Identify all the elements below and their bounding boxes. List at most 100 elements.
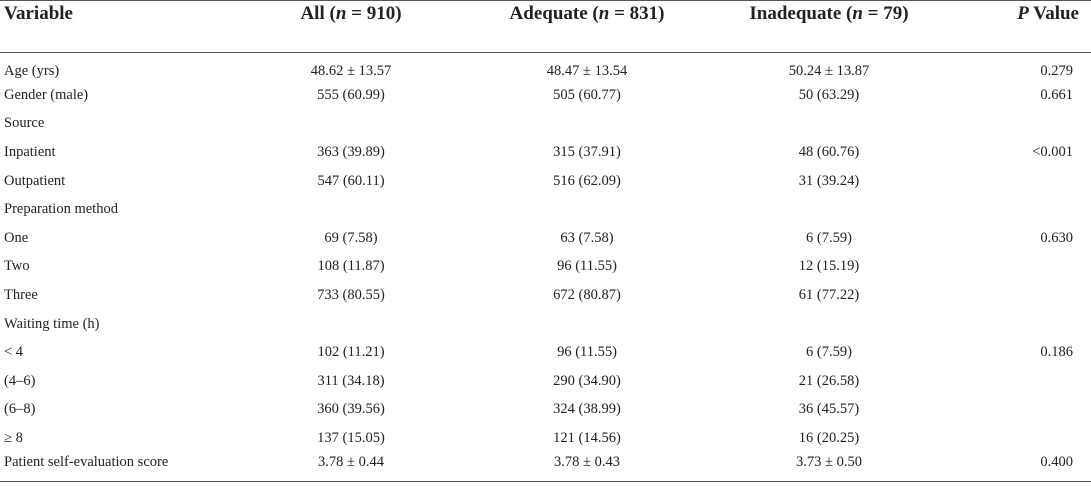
table-row: Age (yrs) 48.62 ± 13.57 48.47 ± 13.54 50.24… xyxy=(0,53,1091,82)
table-row: Waiting time (h) xyxy=(0,310,1091,339)
cell-all: 102 (11.21) xyxy=(317,344,385,361)
cell-p-value xyxy=(948,310,1091,339)
header-adequate: Adequate (n = 831) xyxy=(464,0,710,53)
header-pvalue-rest: Value xyxy=(1028,3,1079,24)
cell-all: 311 (34.18) xyxy=(317,372,385,389)
table-row: (4–6) 311 (34.18) 290 (34.90) 21 (26.58) xyxy=(0,367,1091,396)
cell-all: 108 (11.87) xyxy=(317,258,385,275)
cell-inadequate: 12 (15.19) xyxy=(798,258,860,275)
table-row: Gender (male) 555 (60.99) 505 (60.77) 50 (6… xyxy=(0,81,1091,110)
cell-p-value: 0.279 xyxy=(1040,63,1073,80)
cell-variable: < 4 xyxy=(4,344,24,361)
cell-p-value: 0.400 xyxy=(948,452,1091,482)
cell-p-value xyxy=(948,253,1091,282)
header-row: Variable All (n = 910) Adequate (n = 831… xyxy=(0,0,1091,53)
header-all: All (n = 910) xyxy=(238,0,464,53)
header-pvalue: P Value xyxy=(948,0,1091,53)
cell-inadequate xyxy=(710,110,948,139)
cell-adequate: 290 (34.90) xyxy=(553,372,621,389)
table-row: < 4 102 (11.21) 96 (11.55) 6 (7.59) 0.186 xyxy=(0,338,1091,367)
cell-inadequate: 50.24 ± 13.87 xyxy=(788,63,870,80)
cell-adequate: 324 (38.99) xyxy=(553,401,621,418)
cell-adequate xyxy=(464,310,710,339)
cell-variable: One xyxy=(4,229,29,246)
cell-variable: Age (yrs) xyxy=(4,63,60,80)
cell-inadequate: 21 (26.58) xyxy=(798,372,860,389)
table-body: Age (yrs) 48.62 ± 13.57 48.47 ± 13.54 50.24… xyxy=(0,53,1091,482)
header-all-rest: = 910) xyxy=(346,3,402,24)
cell-adequate: 672 (80.87) xyxy=(553,287,621,304)
cell-all: 48.62 ± 13.57 xyxy=(310,63,392,80)
cell-all xyxy=(238,110,464,139)
cell-all: 3.78 ± 0.44 xyxy=(238,452,464,482)
table-row: Outpatient 547 (60.11) 516 (62.09) 31 (39.2… xyxy=(0,167,1091,196)
header-inadequate-label: Inadequate ( xyxy=(749,3,853,24)
cell-variable: Gender (male) xyxy=(4,86,89,103)
table-row: Preparation method xyxy=(0,195,1091,224)
cell-inadequate: 3.73 ± 0.50 xyxy=(710,452,948,482)
cell-adequate xyxy=(464,195,710,224)
cell-variable: (4–6) xyxy=(4,372,36,389)
cell-adequate xyxy=(464,110,710,139)
cell-all: 733 (80.55) xyxy=(317,287,385,304)
cell-all xyxy=(238,310,464,339)
cell-p-value xyxy=(948,110,1091,139)
cell-variable: Two xyxy=(4,258,30,275)
cell-adequate: 3.78 ± 0.43 xyxy=(464,452,710,482)
header-variable: Variable xyxy=(0,0,238,53)
header-inadequate: Inadequate (n = 79) xyxy=(710,0,948,53)
cell-adequate: 315 (37.91) xyxy=(553,144,621,161)
cell-p-value xyxy=(948,281,1091,310)
cell-inadequate: 16 (20.25) xyxy=(798,430,860,447)
cell-inadequate xyxy=(710,195,948,224)
cell-adequate: 121 (14.56) xyxy=(553,430,621,447)
cell-adequate: 63 (7.58) xyxy=(560,229,614,246)
cell-all: 69 (7.58) xyxy=(324,229,378,246)
cell-inadequate: 48 (60.76) xyxy=(798,144,860,161)
cell-inadequate xyxy=(710,310,948,339)
cell-all: 363 (39.89) xyxy=(317,144,385,161)
table-row: One 69 (7.58) 63 (7.58) 6 (7.59) 0.630 xyxy=(0,224,1091,253)
header-adequate-label: Adequate ( xyxy=(509,3,599,24)
table-row: Two 108 (11.87) 96 (11.55) 12 (15.19) xyxy=(0,253,1091,282)
header-all-label: All ( xyxy=(300,3,336,24)
cell-variable: (6–8) xyxy=(4,401,36,418)
cell-adequate: 48.47 ± 13.54 xyxy=(546,63,628,80)
table-row: Three 733 (80.55) 672 (80.87) 61 (77.22) xyxy=(0,281,1091,310)
cell-all xyxy=(238,195,464,224)
cell-inadequate: 61 (77.22) xyxy=(798,287,860,304)
cell-variable: ≥ 8 xyxy=(4,430,23,447)
cell-all: 547 (60.11) xyxy=(317,172,385,189)
cell-p-value xyxy=(948,367,1091,396)
cell-variable: Source xyxy=(4,115,45,132)
header-inadequate-n: n xyxy=(852,3,863,24)
table-row: ≥ 8 137 (15.05) 121 (14.56) 16 (20.25) xyxy=(0,424,1091,453)
cell-all: 360 (39.56) xyxy=(317,401,385,418)
results-table: Variable All (n = 910) Adequate (n = 831… xyxy=(0,0,1091,482)
table-row: (6–8) 360 (39.56) 324 (38.99) 36 (45.57) xyxy=(0,396,1091,425)
cell-adequate: 516 (62.09) xyxy=(553,172,621,189)
cell-p-value: 0.186 xyxy=(1040,344,1073,361)
cell-p-value xyxy=(948,195,1091,224)
cell-inadequate: 31 (39.24) xyxy=(798,172,860,189)
cell-variable: Three xyxy=(4,287,38,304)
header-pvalue-p: P xyxy=(1017,3,1029,24)
cell-p-value xyxy=(948,396,1091,425)
cell-variable: Inpatient xyxy=(4,144,56,161)
cell-adequate: 96 (11.55) xyxy=(557,258,617,275)
cell-p-value xyxy=(948,167,1091,196)
cell-variable: Waiting time (h) xyxy=(4,315,100,332)
table-row: Source xyxy=(0,110,1091,139)
cell-inadequate: 36 (45.57) xyxy=(798,401,860,418)
cell-variable: Patient self-evaluation score xyxy=(0,452,238,482)
header-inadequate-rest: = 79) xyxy=(862,3,909,24)
cell-adequate: 96 (11.55) xyxy=(557,344,617,361)
cell-variable: Preparation method xyxy=(4,201,118,218)
header-adequate-rest: = 831) xyxy=(609,3,665,24)
cell-p-value: 0.661 xyxy=(1040,86,1073,103)
table-row: Inpatient 363 (39.89) 315 (37.91) 48 (60.76… xyxy=(0,138,1091,167)
header-all-n: n xyxy=(335,3,347,24)
cell-all: 555 (60.99) xyxy=(317,86,385,103)
cell-inadequate: 50 (63.29) xyxy=(798,86,860,103)
